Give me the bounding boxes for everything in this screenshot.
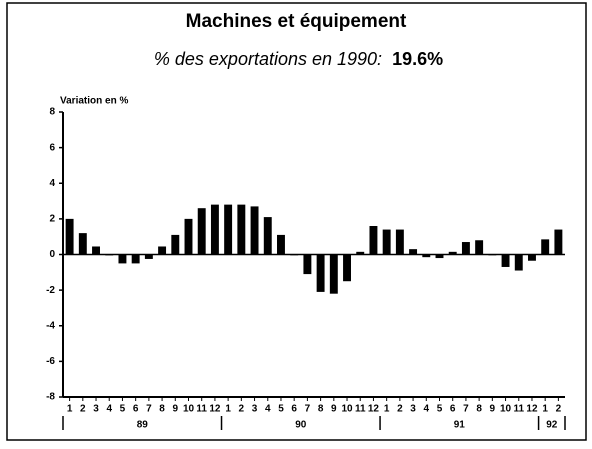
x-tick-label: 1 [67,404,73,415]
bar [316,254,325,292]
x-tick-label: 4 [424,404,430,415]
y-tick-label: 0 [49,249,55,260]
bar [290,254,299,256]
x-tick-label: 9 [490,404,496,415]
bar [528,254,536,261]
bar [303,254,312,275]
bar [382,229,391,255]
bar [554,229,563,255]
bar [329,254,338,294]
bar [144,254,153,259]
bar [263,217,272,255]
bar [356,251,365,255]
x-tick-label: 2 [239,404,245,415]
bar [237,204,246,255]
y-tick-label: 8 [49,107,55,118]
subtitle-text: % des exportations en 1990: [154,49,382,69]
y-tick-label: 4 [49,178,55,189]
bar [501,254,510,267]
x-tick-label: 11 [355,404,366,415]
x-tick-label: 7 [463,404,469,415]
x-tick-label: 6 [450,404,456,415]
frame [6,2,587,441]
x-tick-label: 1 [384,404,390,415]
bar [541,239,550,255]
x-tick-label: 7 [146,404,152,415]
bar [131,254,140,264]
y-axis-label: Variation en % [60,96,128,107]
x-tick-label: 12 [209,404,221,415]
y-tick-label: 6 [49,142,55,153]
x-tick-label: 2 [556,404,562,415]
x-tick-label: 3 [252,404,258,415]
year-label: 91 [454,420,466,431]
bar [422,254,431,258]
x-tick-label: 7 [305,404,311,415]
chart-title: Machines et équipement [186,11,407,32]
x-tick-label: 10 [341,404,353,415]
bar [448,251,457,255]
y-tick-label: -2 [46,285,55,296]
bar [435,254,444,259]
x-tick-label: 1 [542,404,548,415]
bar [343,254,351,282]
x-tick-label: 10 [183,404,195,415]
x-tick-label: 8 [476,404,482,415]
x-tick-label: 2 [80,404,86,415]
bar [197,208,206,255]
bar [369,226,378,255]
x-tick-label: 4 [106,404,112,415]
bar [224,204,233,255]
bar [158,246,167,255]
x-tick-label: 5 [120,404,126,415]
bar [277,234,285,255]
x-tick-label: 3 [410,404,416,415]
bar [118,254,127,264]
bar [514,254,523,271]
x-tick-label: 11 [196,404,207,415]
year-label: 92 [546,420,558,431]
x-tick-label: 8 [318,404,324,415]
bar [105,254,114,256]
bar [210,204,219,255]
x-tick-label: 10 [500,404,512,415]
y-tick-label: -4 [46,320,55,331]
x-tick-label: 6 [133,404,139,415]
x-tick-label: 3 [93,404,99,415]
bar [184,218,193,255]
x-tick-label: 6 [291,404,297,415]
y-tick-label: -8 [46,392,55,403]
bar [461,242,470,255]
bar [488,254,497,256]
bar [92,246,100,255]
x-tick-label: 9 [331,404,337,415]
subtitle-value: 19.6% [392,49,443,69]
bar [395,229,404,255]
x-tick-label: 2 [397,404,403,415]
x-tick-label: 1 [225,404,231,415]
x-tick-label: 12 [526,404,538,415]
bar [250,206,259,255]
bar [65,218,74,255]
chart-subtitle: % des exportations en 1990: 19.6% [154,49,443,69]
bar [475,240,484,255]
bar [409,249,418,255]
x-tick-label: 12 [368,404,380,415]
x-tick-label: 4 [265,404,271,415]
x-tick-label: 8 [159,404,165,415]
x-tick-label: 5 [278,404,284,415]
bar [171,234,180,255]
x-tick-label: 11 [513,404,524,415]
y-tick-label: 2 [49,214,55,225]
year-label: 89 [137,420,149,431]
year-label: 90 [295,420,307,431]
x-tick-label: 5 [437,404,443,415]
y-tick-label: -6 [46,356,55,367]
x-tick-label: 9 [173,404,179,415]
bar [78,233,87,255]
